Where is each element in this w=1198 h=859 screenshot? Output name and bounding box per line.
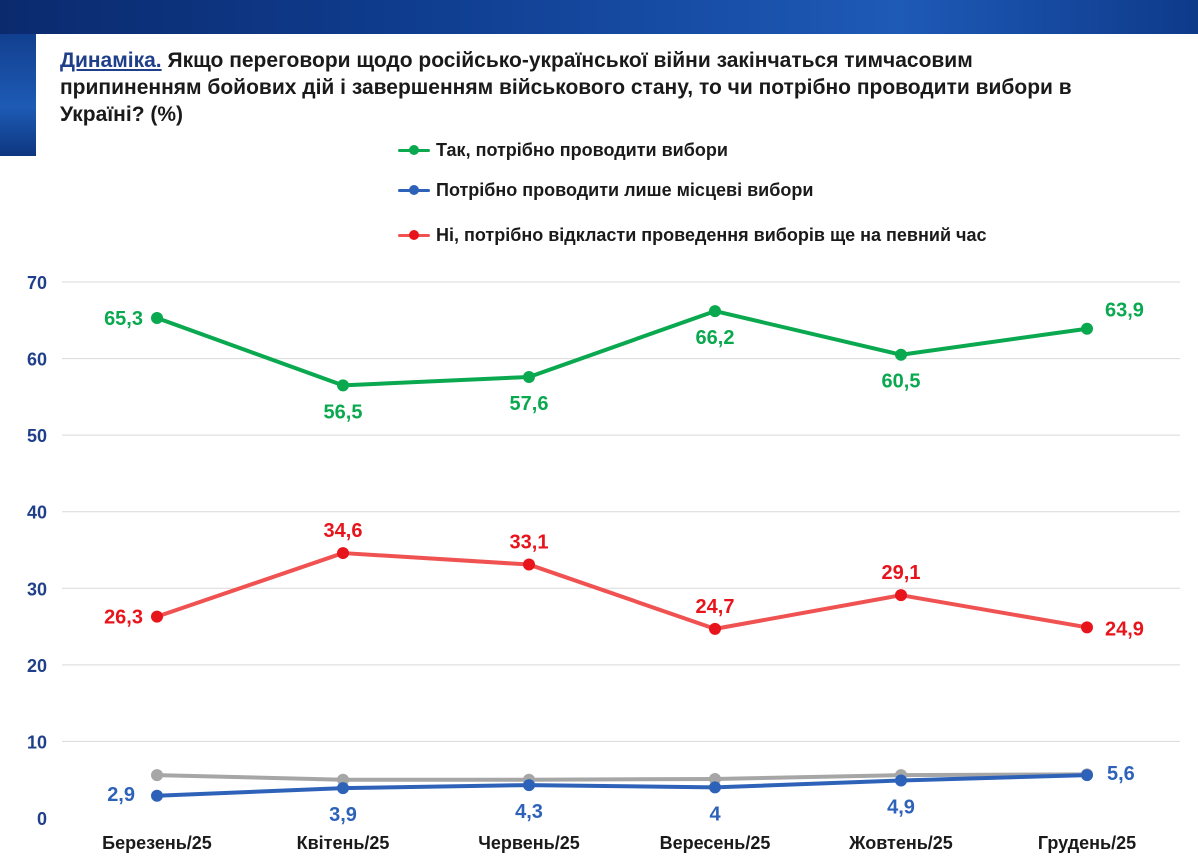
data-label: 4 — [709, 803, 721, 825]
side-accent-band — [0, 34, 36, 156]
data-point — [709, 781, 721, 794]
data-label: 65,3 — [104, 308, 143, 330]
x-tick-label: Грудень/25 — [1038, 833, 1136, 853]
data-point — [709, 305, 721, 318]
data-point — [709, 772, 721, 785]
series-line — [155, 551, 1089, 631]
chart-title-text: Якщо переговори щодо російсько-українськ… — [60, 49, 1072, 126]
y-tick-label: 70 — [27, 273, 47, 293]
data-label: 26,3 — [104, 607, 143, 629]
legend-label: Так, потрібно проводити вибори — [436, 140, 728, 160]
data-point — [151, 610, 163, 623]
chart-title: Динаміка. Якщо переговори щодо російсько… — [60, 47, 1120, 128]
series-line — [155, 772, 1089, 782]
data-point — [337, 773, 349, 786]
legend-item-yes: Так, потрібно проводити вибори — [398, 140, 728, 160]
data-label: 24,9 — [1105, 618, 1144, 640]
y-tick-label: 20 — [27, 656, 47, 676]
data-point — [151, 789, 163, 802]
y-tick-label: 10 — [27, 732, 47, 752]
data-label: 29,1 — [882, 562, 921, 584]
series-line — [155, 773, 1089, 798]
data-point — [709, 622, 721, 635]
data-point — [1081, 769, 1093, 782]
y-tick-label: 60 — [27, 350, 47, 370]
data-label: 60,5 — [882, 371, 921, 393]
series-line — [155, 309, 1089, 388]
data-label: 63,9 — [1105, 300, 1144, 322]
x-tick-label: Червень/25 — [478, 833, 579, 853]
legend-label: Потрібно проводити лише місцеві вибори — [436, 180, 814, 200]
legend-item-local: Потрібно проводити лише місцеві вибори — [398, 180, 813, 200]
header-band — [0, 0, 1198, 34]
x-tick-label: Жовтень/25 — [848, 833, 953, 853]
data-point — [895, 348, 907, 361]
data-point — [523, 370, 535, 383]
data-point — [1081, 322, 1093, 335]
data-point — [895, 589, 907, 602]
data-label: 4,3 — [515, 801, 543, 823]
data-point — [337, 379, 349, 392]
legend-marker-icon — [409, 145, 419, 155]
data-point — [151, 769, 163, 782]
data-label: 33,1 — [510, 532, 549, 554]
data-point — [895, 774, 907, 787]
data-point — [337, 547, 349, 560]
x-tick-label: Вересень/25 — [660, 833, 771, 853]
y-tick-label: 40 — [27, 503, 47, 523]
data-label: 66,2 — [696, 327, 735, 349]
data-label: 57,6 — [510, 393, 549, 415]
y-tick-label: 30 — [27, 579, 47, 599]
data-label: 24,7 — [696, 596, 735, 618]
legend-marker-icon — [409, 185, 419, 195]
data-point — [151, 311, 163, 324]
y-tick-label: 0 — [37, 809, 47, 829]
data-point — [1081, 621, 1093, 634]
chart-title-lead: Динаміка. — [60, 49, 162, 72]
data-point — [523, 558, 535, 571]
y-tick-label: 50 — [27, 426, 47, 446]
data-label: 3,9 — [329, 804, 357, 826]
legend-marker-icon — [409, 230, 419, 240]
data-point — [523, 779, 535, 792]
data-label: 2,9 — [107, 784, 135, 806]
data-label: 56,5 — [324, 401, 363, 423]
data-label: 34,6 — [324, 520, 363, 542]
data-point — [337, 782, 349, 795]
legend-item-postpone: Ні, потрібно відкласти проведення виборі… — [398, 225, 1036, 245]
legend-label: Ні, потрібно відкласти проведення виборі… — [436, 225, 987, 245]
x-tick-label: Березень/25 — [102, 833, 212, 853]
x-tick-label: Квітень/25 — [297, 833, 390, 853]
data-label: 5,6 — [1107, 763, 1135, 785]
data-label: 4,9 — [887, 796, 915, 818]
